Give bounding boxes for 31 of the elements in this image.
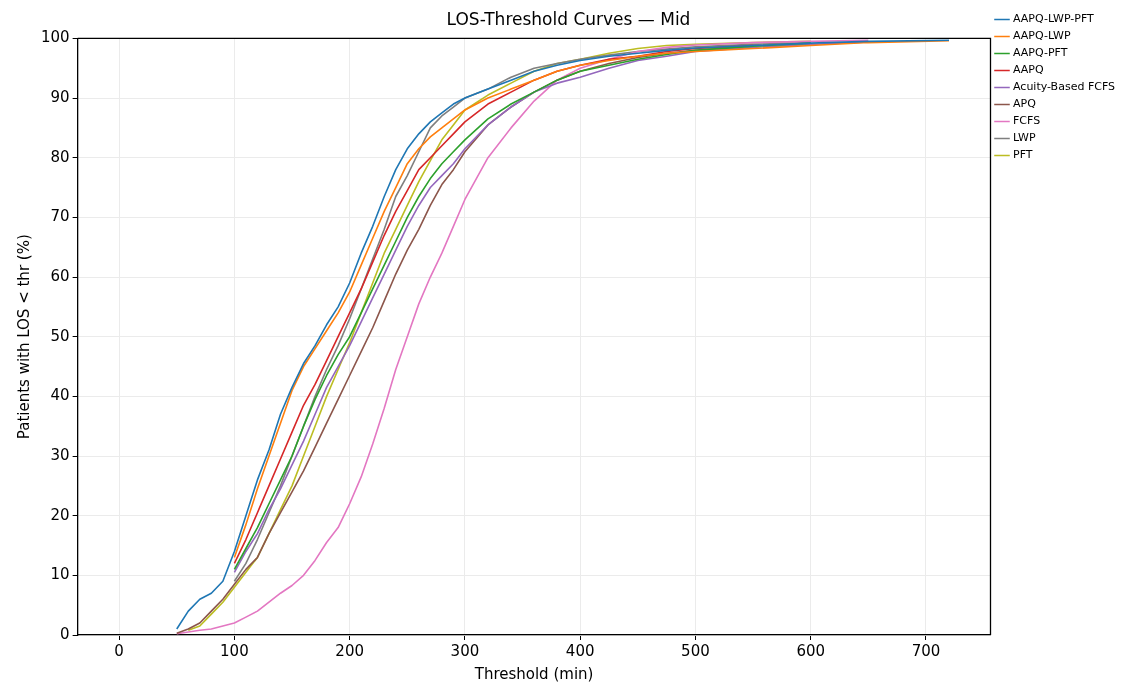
y-tick-label: 100 bbox=[40, 28, 70, 47]
y-tick-label: 80 bbox=[50, 147, 70, 166]
x-tick-label: 300 bbox=[450, 641, 480, 660]
y-tick-label: 50 bbox=[50, 326, 70, 345]
legend-label: AAPQ bbox=[1013, 63, 1044, 77]
x-tick-label: 100 bbox=[220, 641, 249, 660]
y-tick-label: 20 bbox=[50, 505, 70, 524]
x-axis-title: Threshold (min) bbox=[473, 664, 594, 683]
legend-label: AAPQ-LWP-PFT bbox=[1013, 12, 1095, 26]
x-tick-label: 600 bbox=[796, 641, 826, 660]
legend-label: APQ bbox=[1013, 97, 1037, 111]
x-tick-label: 200 bbox=[335, 641, 364, 660]
legend-label: PFT bbox=[1013, 148, 1033, 162]
y-tick-label: 60 bbox=[50, 266, 70, 285]
legend-label: Acuity-Based FCFS bbox=[1013, 80, 1116, 94]
legend-label: AAPQ-PFT bbox=[1013, 46, 1068, 60]
y-tick-label: 40 bbox=[50, 386, 70, 405]
legend-label: FCFS bbox=[1013, 114, 1041, 128]
y-tick-label: 0 bbox=[60, 624, 70, 643]
x-tick-label: 0 bbox=[114, 641, 124, 660]
legend-label: LWP bbox=[1013, 131, 1036, 145]
y-tick-label: 90 bbox=[50, 87, 70, 106]
x-tick-label: 500 bbox=[681, 641, 710, 660]
legend-label: AAPQ-LWP bbox=[1013, 29, 1071, 43]
y-tick-label: 70 bbox=[50, 207, 70, 226]
x-tick-label: 400 bbox=[565, 641, 595, 660]
chart-title: LOS-Threshold Curves — Mid bbox=[446, 8, 691, 29]
y-axis-title: Patients with LOS < thr (%) bbox=[14, 234, 33, 440]
x-tick-label: 700 bbox=[911, 641, 941, 660]
y-tick-label: 30 bbox=[50, 445, 70, 464]
y-tick-label: 10 bbox=[50, 565, 70, 584]
